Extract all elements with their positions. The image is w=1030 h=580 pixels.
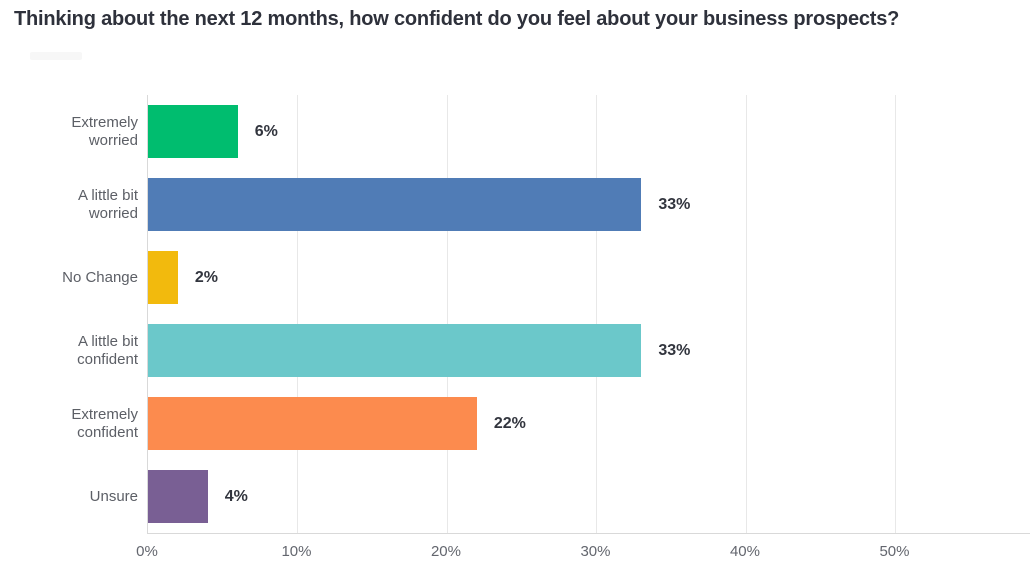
category-label-line: confident (77, 423, 138, 441)
chart-title: Thinking about the next 12 months, how c… (14, 8, 900, 30)
plot-area: 6% 33% 2% 33% 22% 4% (147, 95, 1030, 534)
gridline (446, 95, 448, 533)
bar-row: 4% (148, 460, 1030, 533)
bar-row: 2% (148, 241, 1030, 314)
faded-legend (30, 52, 82, 60)
bar-extremely-worried (148, 105, 238, 158)
category-label: A little bit confident (0, 314, 138, 387)
category-label-line: Extremely (71, 405, 138, 423)
category-label: No Change (0, 241, 138, 314)
category-label-line: confident (77, 350, 138, 368)
x-axis-tick-label: 40% (729, 543, 760, 560)
x-axis: 0% 10% 20% 30% 40% 50% (136, 543, 1029, 567)
bar-unsure (148, 470, 208, 523)
category-label: Extremely confident (0, 387, 138, 460)
value-label: 33% (658, 341, 691, 359)
category-label-line: A little bit (77, 332, 138, 350)
bar-row: 22% (148, 387, 1030, 460)
value-label: 22% (493, 414, 526, 432)
category-axis: Extremely worried A little bit worried No Ch… (0, 95, 138, 533)
category-label-line: Extremely (71, 113, 138, 131)
gridline (596, 95, 598, 533)
category-label-line: worried (88, 204, 138, 222)
gridline (895, 95, 897, 533)
bar-no-change (148, 251, 178, 304)
x-axis-tick-label: 30% (580, 543, 611, 560)
value-label: 33% (658, 195, 691, 213)
category-label-line: Unsure (89, 487, 138, 505)
x-axis-tick-label: 20% (430, 543, 461, 560)
gridline (297, 95, 299, 533)
x-axis-tick-label: 10% (281, 543, 312, 560)
gridline (745, 95, 747, 533)
bar-a-little-bit-worried (148, 178, 642, 231)
category-label-line: No Change (62, 268, 138, 286)
value-label: 6% (254, 122, 278, 140)
category-label-line: A little bit (77, 186, 138, 204)
value-label: 4% (224, 487, 248, 505)
category-label: Unsure (0, 460, 138, 533)
category-label: Extremely worried (0, 95, 138, 168)
bar-row: 6% (148, 95, 1030, 168)
value-label: 2% (194, 268, 219, 286)
bar-a-little-bit-confident (148, 324, 642, 377)
bar-extremely-confident (148, 397, 477, 450)
bar-row: 33% (148, 314, 1030, 387)
bar-row: 33% (148, 168, 1030, 241)
category-label-line: worried (88, 131, 138, 149)
x-axis-tick-label: 50% (879, 543, 910, 560)
x-axis-tick-label: 0% (136, 543, 158, 560)
category-label: A little bit worried (0, 168, 138, 241)
